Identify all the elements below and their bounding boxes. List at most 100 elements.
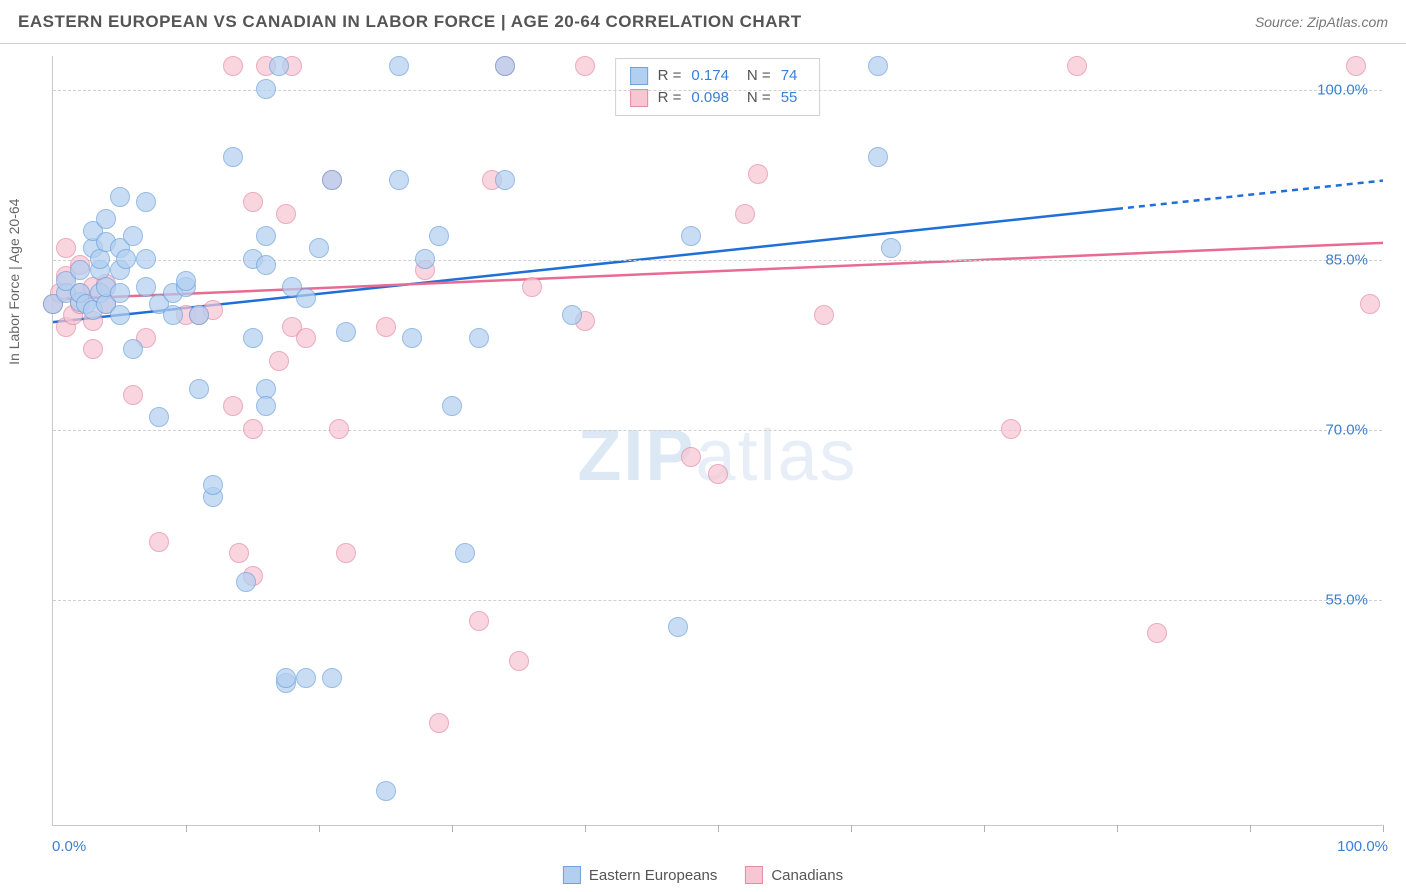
scatter-point-b <box>329 419 349 439</box>
scatter-point-a <box>223 147 243 167</box>
scatter-point-b <box>296 328 316 348</box>
x-axis-tick <box>718 825 719 832</box>
scatter-point-b <box>276 204 296 224</box>
scatter-point-a <box>276 668 296 688</box>
scatter-point-b <box>429 713 449 733</box>
scatter-point-b <box>748 164 768 184</box>
scatter-point-b <box>1067 56 1087 76</box>
gridline-h <box>53 600 1382 601</box>
scatter-point-a <box>296 668 316 688</box>
chart-container: EASTERN EUROPEAN VS CANADIAN IN LABOR FO… <box>0 0 1406 892</box>
source-label: Source: ZipAtlas.com <box>1255 14 1388 30</box>
scatter-point-a <box>469 328 489 348</box>
scatter-point-a <box>495 170 515 190</box>
scatter-point-a <box>176 271 196 291</box>
scatter-point-a <box>96 209 116 229</box>
scatter-point-a <box>236 572 256 592</box>
scatter-point-a <box>116 249 136 269</box>
scatter-point-a <box>189 305 209 325</box>
legend-swatch <box>563 866 581 884</box>
scatter-point-a <box>70 260 90 280</box>
x-axis-tick <box>319 825 320 832</box>
scatter-point-a <box>136 249 156 269</box>
scatter-point-a <box>495 56 515 76</box>
scatter-point-a <box>256 255 276 275</box>
scatter-point-a <box>402 328 422 348</box>
scatter-point-b <box>123 385 143 405</box>
legend-label: Canadians <box>771 867 843 884</box>
legend-label: Eastern Europeans <box>589 867 717 884</box>
scatter-point-b <box>681 447 701 467</box>
y-axis-tick-label: 100.0% <box>1317 81 1368 98</box>
scatter-point-b <box>149 532 169 552</box>
scatter-point-b <box>509 651 529 671</box>
scatter-point-a <box>296 288 316 308</box>
scatter-point-b <box>243 419 263 439</box>
scatter-point-a <box>389 170 409 190</box>
scatter-point-b <box>56 238 76 258</box>
scatter-point-a <box>163 305 183 325</box>
scatter-point-b <box>575 56 595 76</box>
y-axis-tick-label: 70.0% <box>1325 421 1368 438</box>
scatter-point-b <box>469 611 489 631</box>
legend-r-value: 0.174 <box>691 65 729 87</box>
scatter-point-a <box>442 396 462 416</box>
scatter-point-a <box>256 79 276 99</box>
scatter-point-a <box>256 396 276 416</box>
x-axis-tick <box>1383 825 1384 832</box>
gridline-h <box>53 90 1382 91</box>
x-axis-tick <box>452 825 453 832</box>
scatter-point-a <box>110 305 130 325</box>
x-axis-tick <box>585 825 586 832</box>
scatter-point-a <box>110 187 130 207</box>
scatter-point-a <box>136 277 156 297</box>
y-axis-title: In Labor Force | Age 20-64 <box>6 199 22 365</box>
trend-lines-svg <box>53 56 1382 825</box>
scatter-point-b <box>708 464 728 484</box>
scatter-point-b <box>243 192 263 212</box>
scatter-point-a <box>123 226 143 246</box>
x-axis-min-label: 0.0% <box>52 838 86 855</box>
scatter-point-a <box>189 379 209 399</box>
scatter-point-a <box>309 238 329 258</box>
scatter-point-a <box>336 322 356 342</box>
scatter-point-a <box>256 226 276 246</box>
scatter-point-a <box>149 407 169 427</box>
x-axis-tick <box>1250 825 1251 832</box>
scatter-point-a <box>881 238 901 258</box>
scatter-point-b <box>376 317 396 337</box>
x-axis-tick <box>984 825 985 832</box>
scatter-point-a <box>681 226 701 246</box>
scatter-point-b <box>83 339 103 359</box>
scatter-point-a <box>123 339 143 359</box>
scatter-point-b <box>229 543 249 563</box>
plot-area: ZIPatlas R =0.174N =74R =0.098N =55 55.0… <box>52 56 1382 826</box>
scatter-point-b <box>223 56 243 76</box>
scatter-point-a <box>415 249 435 269</box>
scatter-point-b <box>522 277 542 297</box>
legend-swatch <box>630 67 648 85</box>
scatter-point-a <box>429 226 449 246</box>
scatter-point-b <box>1147 623 1167 643</box>
scatter-point-b <box>223 396 243 416</box>
legend-n-label: N = <box>747 65 771 87</box>
scatter-point-b <box>1346 56 1366 76</box>
legend-n-value: 74 <box>781 65 798 87</box>
scatter-point-b <box>1001 419 1021 439</box>
scatter-point-a <box>562 305 582 325</box>
y-axis-tick-label: 55.0% <box>1325 591 1368 608</box>
legend-top-row: R =0.174N =74 <box>630 65 806 87</box>
chart-title: EASTERN EUROPEAN VS CANADIAN IN LABOR FO… <box>18 12 802 32</box>
x-axis-tick <box>1117 825 1118 832</box>
legend-bottom: Eastern Europeans Canadians <box>563 866 843 884</box>
legend-bottom-item: Canadians <box>745 866 843 884</box>
scatter-point-a <box>389 56 409 76</box>
scatter-point-b <box>269 351 289 371</box>
legend-top: R =0.174N =74R =0.098N =55 <box>615 58 821 116</box>
legend-bottom-item: Eastern Europeans <box>563 866 717 884</box>
y-axis-tick-label: 85.0% <box>1325 251 1368 268</box>
scatter-point-a <box>668 617 688 637</box>
scatter-point-a <box>455 543 475 563</box>
trend-line <box>1117 181 1383 209</box>
scatter-point-a <box>376 781 396 801</box>
